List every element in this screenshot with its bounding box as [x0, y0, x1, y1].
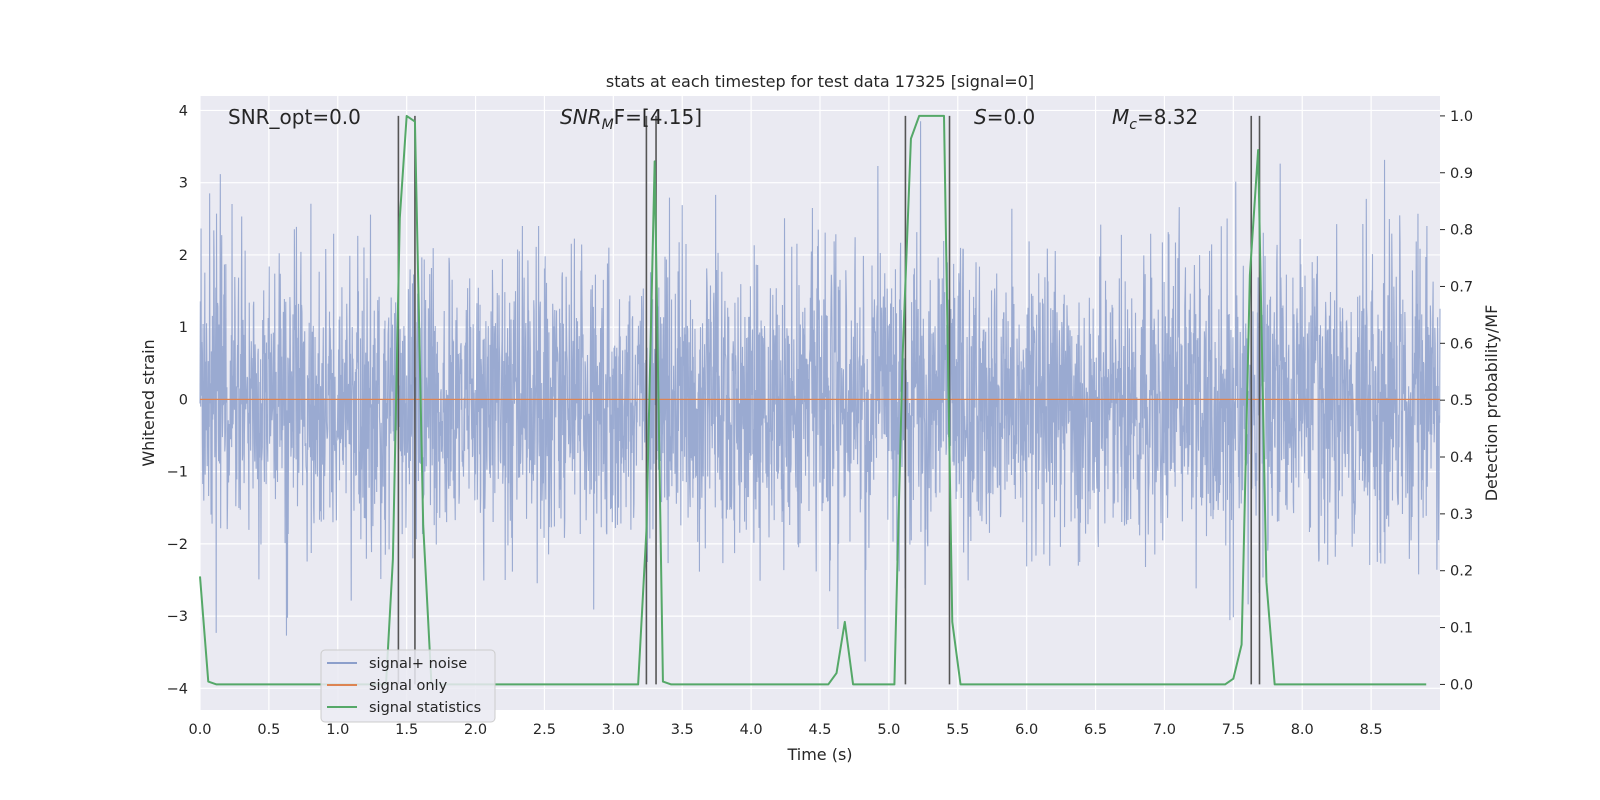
annotation-s-rest: =0.0 — [987, 105, 1036, 129]
x-tick-label: 1.0 — [326, 722, 349, 738]
x-tick-label: 0.5 — [257, 722, 280, 738]
annotation-snr-mf: SNRMF=[4.15] — [560, 105, 702, 133]
legend-label-signal-only: signal only — [369, 678, 448, 694]
chart-title: stats at each timestep for test data 173… — [606, 72, 1034, 91]
annotation-mc-rest: =8.32 — [1137, 105, 1198, 129]
y-tick-label: 0 — [179, 392, 188, 408]
x-tick-label: 3.0 — [602, 722, 625, 738]
x-tick-label: 7.0 — [1153, 722, 1176, 738]
annotation-snr-mf-main: SNR — [560, 105, 602, 129]
x-tick-label: 6.0 — [1015, 722, 1038, 738]
signal-statistics-layer — [199, 114, 1427, 686]
y-right-tick-label: 0.6 — [1450, 336, 1473, 352]
y-right-tick-label: 0.1 — [1450, 621, 1473, 637]
x-tick-label: 5.0 — [877, 722, 900, 738]
x-tick-label: 4.5 — [808, 722, 831, 738]
y-axis-label: Whitened strain — [139, 339, 158, 466]
annotation-snr-mf-rest: F=[4.15] — [614, 105, 702, 129]
legend-box — [320, 649, 496, 723]
y-tick-label: 4 — [179, 103, 188, 119]
y-tick-label: 1 — [179, 320, 188, 336]
y-right-tick-label: 0.4 — [1450, 450, 1473, 466]
x-tick-label: 6.5 — [1084, 722, 1107, 738]
x-tick-label: 8.5 — [1360, 722, 1383, 738]
y-right-tick-label: 1.0 — [1450, 109, 1473, 125]
tick-labels: 0.0 0.5 1.0 1.5 2.0 2.5 3.0 3.5 4.0 4.5 5.0 5.5 6.0 6… — [167, 103, 1473, 738]
y-right-tick-label: 0.7 — [1450, 279, 1473, 295]
x-tick-label: 1.5 — [395, 722, 418, 738]
y-right-tick-label: 0.9 — [1450, 166, 1473, 182]
x-tick-label: 3.5 — [671, 722, 694, 738]
x-tick-label: 5.5 — [946, 722, 969, 738]
y-right-tick-label: 0.2 — [1450, 564, 1473, 580]
y-tick-label: −3 — [167, 609, 188, 625]
annotation-snr-mf-sub: M — [602, 117, 614, 133]
x-tick-label: 4.0 — [740, 722, 763, 738]
y-tick-label: 3 — [179, 176, 188, 192]
x-tick-label: 2.5 — [533, 722, 556, 738]
y-tick-label: −1 — [167, 465, 188, 481]
y-right-tick-label: 0.0 — [1450, 677, 1473, 693]
y-right-tick-label: 0.3 — [1450, 507, 1473, 523]
y-tick-label: −4 — [167, 681, 188, 697]
series-signal-noise — [199, 121, 1441, 662]
annotation-mc: Mc=8.32 — [1112, 105, 1198, 133]
x-tick-label: 8.0 — [1291, 722, 1314, 738]
series-signal-statistics — [199, 114, 1427, 686]
y-tick-label: 2 — [179, 248, 188, 264]
y-axis-right-label: Detection probability/MF — [1482, 305, 1501, 502]
x-tick-label: 2.0 — [464, 722, 487, 738]
data-layer — [199, 121, 1441, 662]
legend-label-signal-statistics: signal statistics — [369, 700, 481, 716]
annotation-snr-opt: SNR_opt=0.0 — [228, 105, 361, 129]
y-tick-label: −2 — [167, 537, 188, 553]
y-right-tick-label: 0.8 — [1450, 223, 1473, 239]
x-tick-label: 7.5 — [1222, 722, 1245, 738]
y-right-tick-label: 0.5 — [1450, 393, 1473, 409]
annotation-mc-sub: c — [1129, 117, 1137, 133]
legend-label-signal-noise: signal+ noise — [369, 656, 467, 672]
annotation-mc-main: M — [1112, 105, 1129, 129]
annotation-s-var: S — [974, 105, 987, 129]
vertical-markers — [397, 115, 1261, 685]
x-axis-label: Time (s) — [786, 745, 852, 764]
annotation-s: S=0.0 — [974, 105, 1035, 129]
legend: signal+ noise signal only signal statist… — [320, 649, 496, 723]
x-tick-label: 0.0 — [188, 722, 211, 738]
